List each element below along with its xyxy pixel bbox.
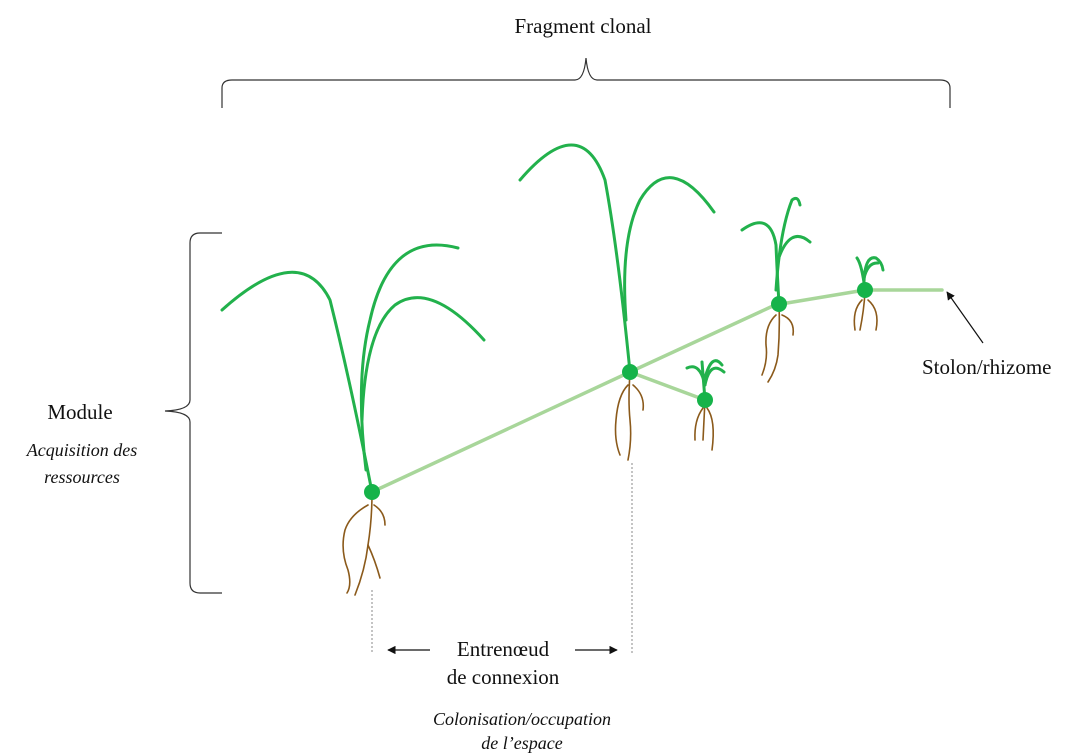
- leaf: [703, 366, 726, 387]
- node: [622, 364, 638, 380]
- fragment-bracket: [221, 57, 951, 108]
- root: [781, 314, 795, 336]
- stolon-main: [370, 288, 944, 494]
- leaf: [518, 143, 632, 374]
- leaf: [220, 270, 374, 494]
- root: [367, 544, 381, 579]
- internode-label-line1: Entrenœud: [456, 637, 550, 661]
- leaf: [862, 256, 885, 284]
- root: [706, 407, 714, 451]
- root: [342, 504, 369, 594]
- internode-label-line2: de connexion: [446, 665, 560, 689]
- root: [614, 384, 629, 456]
- leaf: [623, 176, 716, 322]
- stolon-branch: [628, 370, 707, 402]
- fragment-label: Fragment clonal: [514, 14, 652, 38]
- leaves: [220, 143, 885, 494]
- colonisation-label-line2: de l’espace: [481, 733, 563, 753]
- leaf: [685, 365, 707, 387]
- root: [694, 407, 704, 441]
- module-sub-label-line2: ressources: [44, 467, 120, 487]
- stolon-label: Stolon/rhizome: [922, 355, 1052, 379]
- root: [373, 504, 386, 526]
- root: [761, 314, 777, 376]
- node: [697, 392, 713, 408]
- module-sub-label-line1: Acquisition des: [26, 440, 138, 460]
- root: [853, 299, 863, 331]
- root: [767, 303, 781, 383]
- node: [771, 296, 787, 312]
- stolon-rhizome: [370, 288, 944, 494]
- leaf: [774, 196, 802, 292]
- root: [867, 299, 878, 331]
- root: [632, 384, 645, 411]
- leaf: [359, 243, 460, 472]
- arrow-icon: [946, 291, 984, 344]
- leaf: [703, 359, 724, 380]
- leaf: [360, 296, 486, 422]
- roots: [342, 291, 878, 596]
- leaf: [740, 221, 781, 306]
- node: [857, 282, 873, 298]
- leaf: [862, 261, 880, 280]
- nodes: [364, 282, 873, 500]
- module-label: Module: [47, 400, 113, 424]
- module-bracket: [164, 232, 222, 594]
- leaf: [776, 235, 812, 262]
- node: [364, 484, 380, 500]
- root: [627, 372, 632, 461]
- colonisation-label-line1: Colonisation/occupation: [433, 709, 611, 729]
